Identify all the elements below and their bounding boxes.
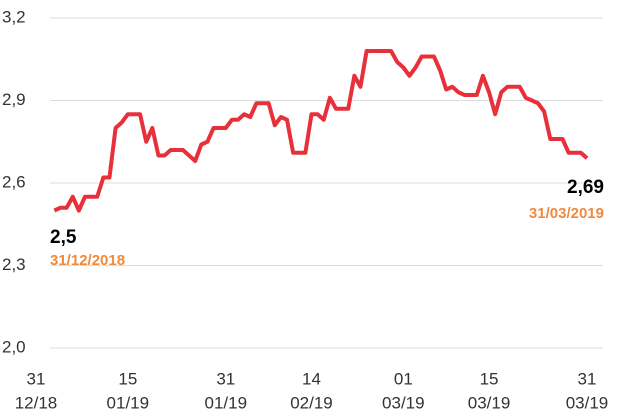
y-tick-label: 2,6 (2, 172, 26, 191)
x-tick-label: 31 (27, 369, 46, 388)
x-tick-label: 15 (118, 369, 137, 388)
x-tick-label: 31 (578, 369, 597, 388)
y-tick-label: 2,3 (2, 255, 26, 274)
x-tick-label: 14 (302, 369, 321, 388)
x-tick-label: 31 (216, 369, 235, 388)
x-tick-label: 12/18 (15, 393, 58, 412)
x-tick-label: 03/19 (566, 393, 609, 412)
data-line (53, 49, 589, 213)
annotation-value: 2,5 (50, 227, 77, 248)
x-tick-label: 15 (480, 369, 499, 388)
x-tick-label: 03/19 (468, 393, 511, 412)
x-tick-label: 03/19 (382, 393, 425, 412)
x-tick-label: 02/19 (290, 393, 333, 412)
annotation-date: 31/03/2019 (529, 205, 604, 222)
y-tick-label: 2,9 (2, 90, 26, 109)
y-tick-label: 2,0 (2, 337, 26, 356)
x-tick-label: 01/19 (205, 393, 248, 412)
x-tick-label: 01 (394, 369, 413, 388)
y-tick-label: 3,2 (2, 7, 26, 26)
annotation-value: 2,69 (567, 177, 604, 198)
x-tick-label: 01/19 (107, 393, 150, 412)
annotation-date: 31/12/2018 (50, 252, 125, 269)
